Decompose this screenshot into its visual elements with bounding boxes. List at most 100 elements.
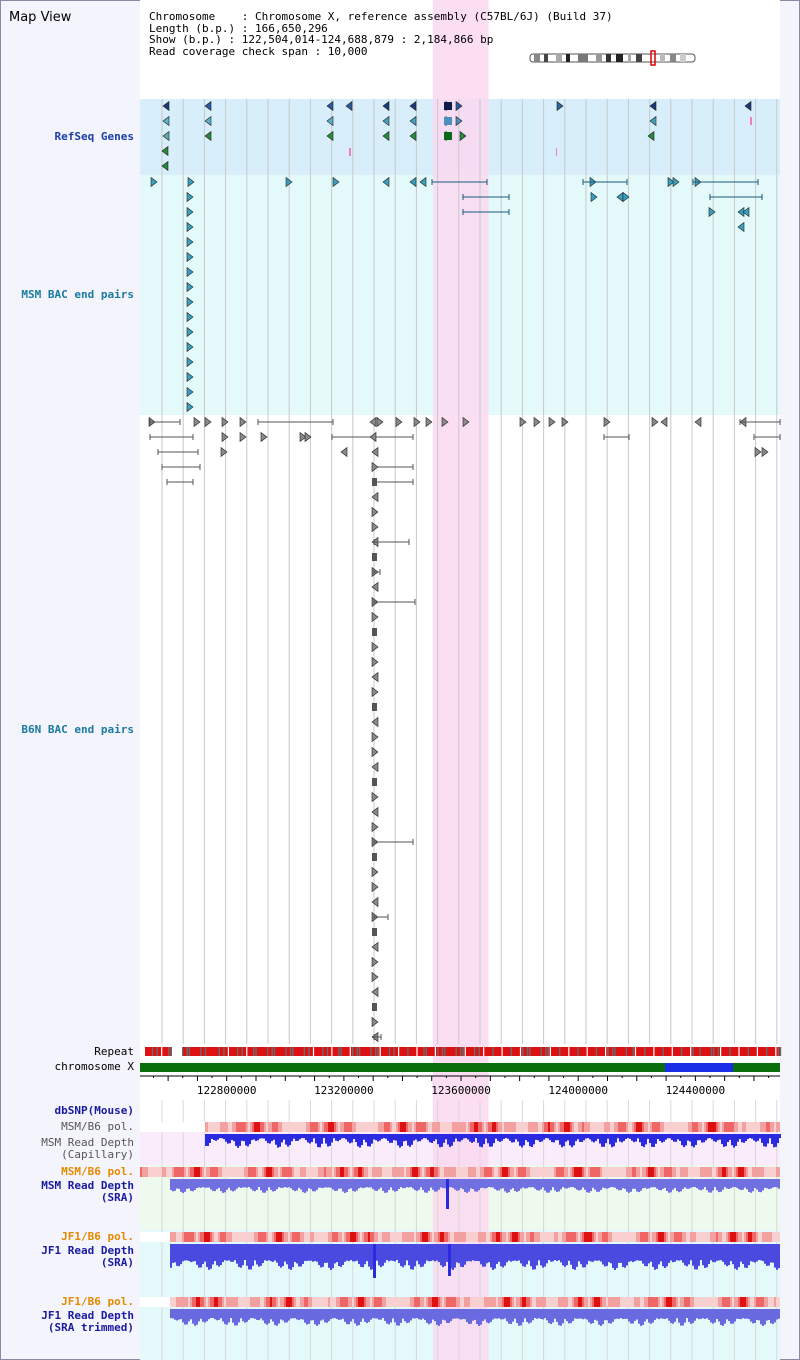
- jf1-depth-trimmed: [576, 1309, 578, 1319]
- jf1-polymorphism-trimmed: [608, 1297, 610, 1307]
- msm-depth-sra: [650, 1179, 652, 1188]
- msm-polymorphism-sra: [472, 1167, 474, 1177]
- jf1-polymorphism-sra: [708, 1232, 710, 1242]
- jf1-polymorphism-sra: [498, 1232, 500, 1242]
- msm-polymorphism-sra: [364, 1167, 366, 1177]
- jf1-depth-sra: [304, 1244, 306, 1261]
- track-label-dbsnp[interactable]: dbSNP(Mouse): [54, 1104, 134, 1117]
- jf1-polymorphism-trimmed: [248, 1297, 250, 1307]
- msm-depth-sra: [768, 1179, 770, 1190]
- msm-depth-sra: [254, 1179, 256, 1192]
- jf1-polymorphism-trimmed: [290, 1297, 292, 1307]
- msm-polymorphism-sra: [574, 1167, 576, 1177]
- msm-depth-sra: [442, 1179, 444, 1189]
- jf1-depth-sra: [750, 1244, 752, 1262]
- jf1-depth-sra: [550, 1244, 552, 1262]
- track-label-jf1-pol-1[interactable]: JF1/B6 pol.: [61, 1230, 134, 1243]
- msm-polymorphism-sra: [504, 1167, 506, 1177]
- jf1-polymorphism-trimmed: [636, 1297, 638, 1307]
- gene-block: [750, 117, 752, 125]
- track-label-jf1-pol-2[interactable]: JF1/B6 pol.: [61, 1295, 134, 1308]
- jf1-polymorphism-trimmed: [766, 1297, 768, 1307]
- msm-depth-sra: [578, 1179, 580, 1191]
- jf1-depth-trimmed: [434, 1309, 436, 1322]
- track-label-jf1-depth-sra[interactable]: JF1 Read Depth (SRA): [41, 1244, 134, 1269]
- jf1-polymorphism-sra: [740, 1232, 742, 1242]
- msm-depth-sra: [382, 1179, 384, 1191]
- repeat-gap: [273, 1047, 276, 1056]
- jf1-depth-sra: [708, 1244, 710, 1265]
- jf1-polymorphism-trimmed: [556, 1297, 558, 1307]
- jf1-depth-trimmed: [294, 1309, 296, 1319]
- jf1-depth-sra: [628, 1244, 630, 1262]
- msm-depth-capillary: [359, 1134, 361, 1148]
- jf1-depth-trimmed: [758, 1309, 760, 1321]
- jf1-polymorphism-trimmed: [632, 1297, 634, 1307]
- jf1-depth-trimmed: [288, 1309, 290, 1321]
- jf1-polymorphism-trimmed: [662, 1297, 664, 1307]
- msm-polymorphism-capillary: [690, 1122, 692, 1132]
- track-label-jf1-depth-trim[interactable]: JF1 Read Depth (SRA trimmed): [41, 1309, 134, 1334]
- track-label-b6n-bac[interactable]: B6N BAC end pairs: [21, 723, 134, 736]
- jf1-polymorphism-trimmed: [468, 1297, 470, 1307]
- jf1-polymorphism-sra: [754, 1232, 756, 1242]
- track-label-msm-bac[interactable]: MSM BAC end pairs: [21, 288, 134, 301]
- jf1-polymorphism-sra: [686, 1232, 688, 1242]
- jf1-depth-trimmed: [600, 1309, 602, 1326]
- msm-polymorphism-capillary: [566, 1122, 568, 1132]
- msm-polymorphism-sra: [452, 1167, 454, 1177]
- jf1-polymorphism-trimmed: [256, 1297, 258, 1307]
- jf1-polymorphism-trimmed: [584, 1297, 586, 1307]
- jf1-depth-sra: [264, 1244, 266, 1261]
- jf1-polymorphism-trimmed: [720, 1297, 722, 1307]
- jf1-depth-sra: [270, 1244, 272, 1262]
- jf1-depth-trimmed: [350, 1309, 352, 1322]
- msm-depth-capillary: [727, 1134, 729, 1143]
- jf1-polymorphism-sra: [230, 1232, 232, 1242]
- msm-depth-sra: [638, 1179, 640, 1193]
- msm-polymorphism-sra: [632, 1167, 634, 1177]
- msm-depth-sra: [640, 1179, 642, 1191]
- msm-depth-capillary: [691, 1134, 693, 1147]
- jf1-polymorphism-trimmed: [528, 1297, 530, 1307]
- msm-depth-sra: [406, 1179, 408, 1188]
- jf1-depth-trimmed: [202, 1309, 204, 1322]
- jf1-polymorphism-trimmed: [572, 1297, 574, 1307]
- msm-depth-sra: [514, 1179, 516, 1191]
- jf1-depth-trimmed: [604, 1309, 606, 1321]
- track-label-msm-depth-sra[interactable]: MSM Read Depth (SRA): [41, 1179, 134, 1204]
- msm-polymorphism-capillary: [220, 1122, 222, 1132]
- msm-polymorphism-sra: [534, 1167, 536, 1177]
- msm-depth-capillary: [433, 1134, 435, 1142]
- track-label-refseq-genes[interactable]: RefSeq Genes: [54, 130, 134, 143]
- msm-polymorphism-sra: [180, 1167, 182, 1177]
- msm-polymorphism-sra: [758, 1167, 760, 1177]
- jf1-polymorphism-sra: [602, 1232, 604, 1242]
- msm-polymorphism-sra: [710, 1167, 712, 1177]
- jf1-polymorphism-trimmed: [656, 1297, 658, 1307]
- jf1-depth-sra: [728, 1244, 730, 1266]
- msm-depth-capillary: [553, 1134, 555, 1143]
- jf1-polymorphism-sra: [606, 1232, 608, 1242]
- track-label-msm-pol-2[interactable]: MSM/B6 pol.: [61, 1165, 134, 1178]
- msm-polymorphism-capillary: [530, 1122, 532, 1132]
- msm-depth-sra: [436, 1179, 438, 1192]
- jf1-polymorphism-trimmed: [736, 1297, 738, 1307]
- msm-depth-capillary: [429, 1134, 431, 1143]
- msm-depth-capillary: [649, 1134, 651, 1144]
- jf1-polymorphism-sra: [248, 1232, 250, 1242]
- msm-polymorphism-sra: [320, 1167, 322, 1177]
- msm-polymorphism-capillary: [552, 1122, 554, 1132]
- msm-depth-capillary: [221, 1134, 223, 1139]
- repeat-gap: [625, 1047, 628, 1056]
- jf1-polymorphism-trimmed: [310, 1297, 312, 1307]
- msm-polymorphism-sra: [494, 1167, 496, 1177]
- msm-depth-capillary: [297, 1134, 299, 1141]
- jf1-polymorphism-trimmed: [576, 1297, 578, 1307]
- jf1-polymorphism-trimmed: [650, 1297, 652, 1307]
- msm-depth-sra: [624, 1179, 626, 1189]
- jf1-polymorphism-trimmed: [340, 1297, 342, 1307]
- jf1-depth-trimmed: [392, 1309, 394, 1319]
- jf1-polymorphism-trimmed: [644, 1297, 646, 1307]
